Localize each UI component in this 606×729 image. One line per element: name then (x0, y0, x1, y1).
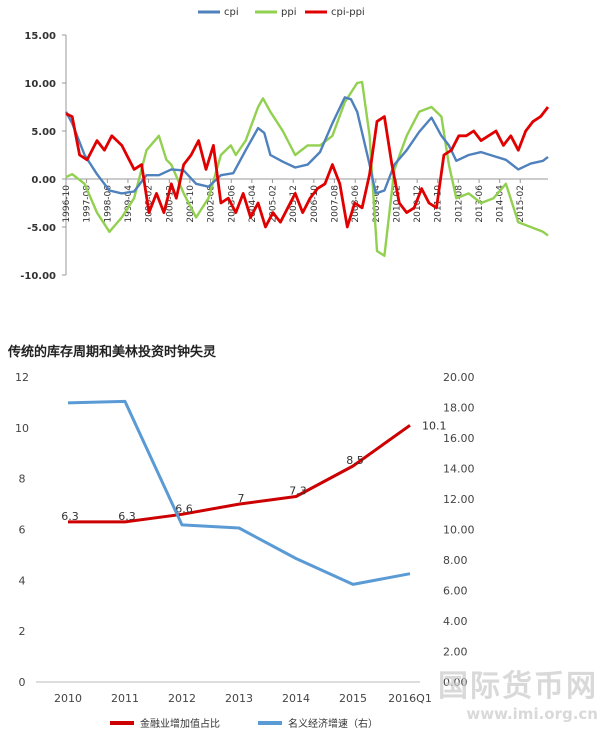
data-label: 7.3 (289, 484, 307, 497)
x-tick-label: 1996-10 (62, 185, 72, 223)
x-tick-label: 2005-02 (268, 185, 278, 223)
y-right-tick-label: 16.00 (443, 432, 475, 445)
x-tick-label: 2011 (111, 692, 139, 705)
y-left-tick-label: 8 (19, 473, 26, 486)
legend-label-ppi: ppi (281, 7, 296, 18)
x-tick-label: 2000-12 (165, 185, 175, 223)
x-tick-label: 2006-10 (310, 185, 320, 223)
x-tick-label: 2001-10 (186, 185, 196, 223)
x-tick-label: 1997-08 (83, 185, 93, 223)
y-right-tick-label: 0.00 (443, 676, 468, 689)
series-line-nominal-growth (67, 399, 411, 586)
x-tick-label: 2007-08 (330, 185, 340, 223)
y-tick-label: 15.00 (24, 31, 56, 42)
x-tick-label: 1999-04 (124, 185, 134, 223)
x-tick-label: 2016Q1 (388, 692, 432, 705)
x-tick-label: 2010-02 (392, 185, 402, 223)
y-left-tick-label: 2 (19, 625, 26, 638)
x-tick-label: 1998-06 (103, 185, 113, 223)
x-tick-label: 2002-08 (206, 185, 216, 223)
x-tick-label: 2013 (225, 692, 253, 705)
x-tick-label: 2012-08 (454, 185, 464, 223)
legend-label-cpi: cpi (224, 7, 239, 18)
data-label: 6.6 (175, 502, 193, 515)
data-label: 6.3 (118, 510, 136, 523)
x-tick-label: 2005-12 (289, 185, 299, 223)
x-tick-label: 2010 (54, 692, 82, 705)
x-tick-label: 2014 (282, 692, 310, 705)
legend-label-nominal-growth: 名义经济增速（右） (288, 717, 378, 729)
data-label: 6.3 (61, 510, 79, 523)
x-tick-label: 2015 (339, 692, 367, 705)
y-tick-label: -5.00 (27, 223, 56, 234)
watermark-name: 国际货币网 (438, 669, 598, 704)
chart-title: 传统的库存周期和美林投资时钟失灵 (8, 345, 217, 360)
data-label: 10.1 (422, 419, 447, 432)
y-right-tick-label: 4.00 (443, 615, 468, 628)
series-line-finance-share (68, 424, 411, 524)
data-label: 7 (238, 492, 245, 505)
series-lines: 6.3 6.3 6.6 7 7.3 8.5 10.1 (61, 399, 447, 586)
y-right-tick-label: 10.00 (443, 524, 475, 537)
axes: 0 2 4 6 8 10 12 0.00 2.00 4.00 6.00 8.00 10.00 12.00 1… (15, 371, 475, 705)
y-tick-label: -10.00 (20, 271, 56, 282)
series-line-cpi (64, 96, 549, 195)
y-left-tick-label: 12 (15, 371, 29, 384)
y-right-tick-label: 2.00 (443, 646, 468, 659)
x-tick-label: 2000-02 (145, 185, 155, 223)
y-left-tick-label: 0 (19, 676, 26, 689)
x-tick-label: 2012 (168, 692, 196, 705)
series-line-ppi (65, 80, 549, 258)
y-tick-label: 10.00 (24, 79, 56, 90)
series-line-cpi-ppi (65, 106, 550, 229)
x-tick-label: 2009-04 (372, 185, 382, 223)
axes: 15.00 10.00 5.00 0.00 -5.00 -10.00 1996-10 1997… (20, 31, 548, 282)
y-left-tick-label: 10 (15, 422, 29, 435)
y-right-tick-label: 12.00 (443, 493, 475, 506)
watermark-url: www.imi.org.cn (466, 705, 598, 723)
y-right-tick-label: 18.00 (443, 402, 475, 415)
chart-inflation-lines: cpi ppi cpi-ppi 15.00 10.00 5.00 0.00 -5.00 -10… (20, 7, 550, 282)
y-right-tick-label: 8.00 (443, 554, 468, 567)
y-left-tick-label: 4 (19, 574, 26, 587)
y-right-tick-label: 20.00 (443, 371, 475, 384)
x-tick-label: 2011-10 (434, 185, 444, 223)
legend-label-cpi-ppi: cpi-ppi (331, 7, 365, 18)
y-tick-label: 5.00 (31, 127, 56, 138)
watermark: 国际货币网 www.imi.org.cn (438, 661, 598, 723)
legend-label-finance-share: 金融业增加值占比 (140, 717, 220, 729)
y-left-tick-label: 6 (19, 524, 26, 537)
y-tick-label: 0.00 (31, 175, 56, 186)
x-tick-label: 2004-04 (248, 185, 258, 223)
y-right-tick-label: 14.00 (443, 463, 475, 476)
x-tick-label: 2010-12 (413, 185, 423, 223)
data-label: 8.5 (346, 454, 364, 467)
x-tick-label: 2015-02 (516, 185, 526, 223)
series-lines (64, 80, 550, 258)
x-tick-label: 2014-04 (496, 185, 506, 223)
legend: cpi ppi cpi-ppi (198, 7, 365, 18)
legend: 金融业增加值占比 名义经济增速（右） (110, 717, 378, 729)
chart-finance-share: 0 2 4 6 8 10 12 0.00 2.00 4.00 6.00 8.00 10.00 12.00 1… (15, 371, 475, 729)
y-right-tick-label: 6.00 (443, 585, 468, 598)
